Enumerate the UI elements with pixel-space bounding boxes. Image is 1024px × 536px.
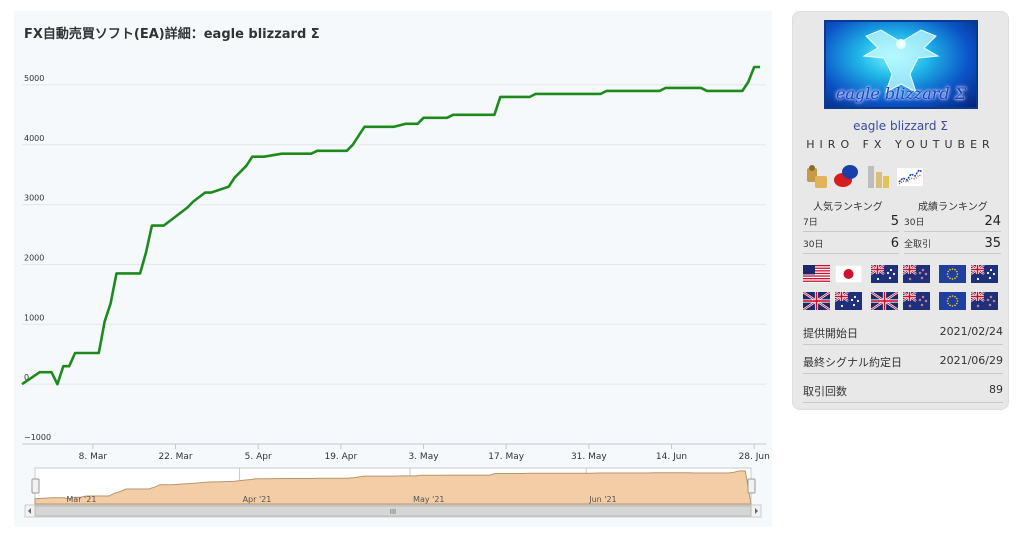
last-signal-value: 2021/06/29 [939, 354, 1003, 367]
equity-series-line [21, 65, 761, 386]
usa-flag-icon [803, 265, 830, 283]
eu-flag-icon [939, 292, 966, 310]
ea-profile-card: eagle blizzard Σ eagle blizzard Σ HIRO F… [792, 11, 1009, 410]
navigator-month-label: Jun '21 [588, 495, 616, 504]
japan-flag-icon [835, 265, 862, 283]
trade-count-row: 取引回数 89 [803, 375, 1003, 403]
coin-stack-icon [868, 166, 889, 188]
equity-chart: 5000 4000 3000 2000 1000 0 −1000 8. Mar 22. Mar 5… [21, 65, 770, 462]
tick-chart-icon [897, 168, 923, 186]
navigator-month-label: May '21 [413, 495, 444, 504]
chart-panel: 5000 4000 3000 2000 1000 0 −1000 8. Mar 22. Mar 5… [14, 11, 772, 527]
x-tick-label: 31. May [571, 452, 607, 462]
chart-title: FX自動売買ソフト(EA)詳細：eagle blizzard Σ [24, 27, 320, 42]
chat-bubbles-icon [834, 165, 858, 187]
uk-flag-icon [871, 292, 898, 310]
scrollbar-grip: III [390, 508, 396, 516]
popularity-rank-7d: 7日 5 [803, 212, 899, 232]
new-zealand-flag-icon [903, 292, 930, 310]
x-tick-label: 5. Apr [245, 452, 272, 462]
y-tick-label: 4000 [24, 134, 44, 143]
scroll-left-arrow-icon[interactable] [28, 508, 31, 514]
navigator-area [34, 470, 752, 505]
rank-label: 30日 [803, 240, 824, 250]
rank-value: 35 [984, 236, 1001, 251]
performance-rank-all: 全取引 35 [904, 234, 1001, 254]
x-tick-label: 3. May [408, 452, 439, 462]
new-zealand-flag-icon [971, 292, 998, 310]
rank-value: 24 [984, 214, 1001, 229]
popularity-ranking-heading: 人気ランキング [813, 202, 883, 213]
new-zealand-flag-icon [903, 265, 930, 283]
last-signal-row: 最終シグナル約定日 2021/06/29 [803, 346, 1003, 374]
start-date-label: 提供開始日 [803, 327, 858, 340]
performance-rank-30d: 30日 24 [904, 212, 1001, 232]
uk-flag-icon [803, 292, 830, 310]
start-date-row: 提供開始日 2021/02/24 [803, 317, 1003, 345]
eagle-emblem-icon [862, 29, 940, 94]
scrollbar-thumb[interactable] [34, 505, 752, 517]
ea-banner-image[interactable]: eagle blizzard Σ [824, 20, 978, 109]
x-tick-label: 14. Jun [656, 452, 687, 462]
start-date-value: 2021/02/24 [939, 325, 1003, 338]
range-navigator[interactable]: Mar '21 Apr '21 May '21 Jun '21 III [14, 11, 772, 527]
australia-flag-icon [871, 265, 898, 283]
popularity-rank-30d: 30日 6 [803, 234, 899, 254]
x-tick-label: 17. May [488, 452, 524, 462]
money-bag-icon [807, 165, 827, 188]
trade-count-value: 89 [989, 383, 1003, 396]
australia-flag-icon [835, 292, 862, 310]
trade-count-label: 取引回数 [803, 385, 847, 398]
eu-flag-icon [939, 265, 966, 283]
y-tick-label: −1000 [24, 433, 51, 442]
category-icons [803, 162, 933, 192]
rank-label: 7日 [803, 218, 818, 228]
australia-flag-icon [971, 265, 998, 283]
currency-pair-flags [803, 265, 1003, 315]
x-tick-label: 28. Jun [739, 452, 770, 462]
ea-name[interactable]: eagle blizzard Σ [853, 119, 948, 133]
y-tick-label: 2000 [24, 253, 44, 262]
x-tick-label: 8. Mar [79, 452, 108, 462]
scroll-right-arrow-icon[interactable] [755, 508, 758, 514]
x-tick-label: 19. Apr [324, 452, 357, 462]
banner-logo-text: eagle blizzard Σ [835, 84, 967, 103]
y-tick-label: 3000 [24, 194, 44, 203]
rank-label: 全取引 [904, 240, 932, 250]
rank-label: 30日 [904, 218, 925, 228]
ea-author: HIRO FX YOUTUBER [806, 138, 995, 151]
rank-value: 6 [890, 236, 899, 251]
navigator-month-label: Apr '21 [243, 495, 272, 504]
x-tick-label: 22. Mar [158, 452, 192, 462]
navigator-month-label: Mar '21 [66, 495, 96, 504]
y-tick-label: 1000 [24, 313, 44, 322]
performance-ranking-heading: 成績ランキング [918, 202, 988, 213]
last-signal-label: 最終シグナル約定日 [803, 356, 902, 369]
navigator-handle[interactable] [31, 478, 40, 494]
navigator-handle[interactable] [747, 478, 756, 494]
y-tick-label: 5000 [24, 74, 44, 83]
y-tick-label: 0 [24, 373, 29, 382]
rank-value: 5 [890, 214, 899, 229]
